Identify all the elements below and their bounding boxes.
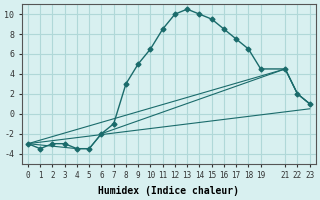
X-axis label: Humidex (Indice chaleur): Humidex (Indice chaleur) [98, 186, 239, 196]
